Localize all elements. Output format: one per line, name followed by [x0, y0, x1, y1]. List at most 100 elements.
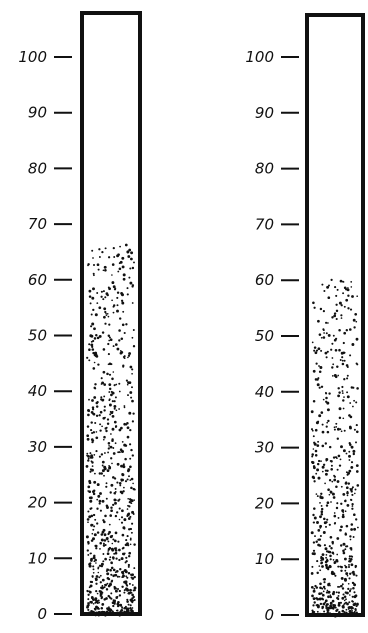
- particle-dot: [111, 462, 113, 465]
- particle-dot: [86, 425, 90, 428]
- particle-dot: [107, 256, 111, 259]
- particle-dot: [310, 531, 314, 535]
- particle-dot: [97, 495, 100, 498]
- particle-dot: [338, 416, 342, 420]
- particle-dot: [112, 447, 115, 449]
- particle-dot: [129, 479, 132, 481]
- particle-dot: [328, 565, 332, 569]
- particle-dot: [128, 475, 130, 478]
- particle-dot: [111, 263, 115, 266]
- particle-dot: [311, 594, 314, 598]
- particle-dot: [131, 522, 134, 525]
- particle-dot: [348, 425, 352, 429]
- particle-dot: [345, 364, 349, 367]
- particle-dot: [97, 268, 100, 271]
- particle-dot: [325, 556, 328, 559]
- particle-dot: [96, 606, 100, 610]
- particle-dot: [99, 429, 102, 432]
- particle-dot: [326, 558, 329, 561]
- particle-dot: [129, 391, 133, 394]
- particle-dot: [115, 557, 118, 560]
- particle-dot: [349, 572, 352, 575]
- particle-dot: [96, 498, 99, 501]
- particle-dot: [313, 507, 316, 510]
- scale-label-70: 70: [255, 215, 274, 233]
- particle-dot: [108, 606, 110, 608]
- particle-dot: [346, 504, 350, 507]
- particle-dot: [107, 334, 111, 337]
- particle-dot: [115, 409, 118, 412]
- scale-label-30: 30: [255, 439, 274, 457]
- particle-dot: [328, 479, 332, 482]
- particle-dot: [104, 416, 106, 419]
- particle-dot: [340, 576, 344, 580]
- particle-dot: [317, 319, 320, 323]
- particle-dot: [92, 308, 95, 312]
- particle-dot: [321, 423, 324, 426]
- particle-dot: [120, 516, 124, 519]
- particle-dot: [123, 422, 127, 426]
- particle-dot: [314, 428, 318, 432]
- particle-dot: [120, 351, 124, 354]
- particle-dot: [129, 267, 132, 270]
- particle-dot: [119, 245, 121, 248]
- scale-label-30: 30: [28, 438, 47, 456]
- particle-dot: [133, 589, 136, 592]
- particle-dot: [98, 472, 102, 475]
- particle-dot: [321, 470, 324, 473]
- particle-dot: [108, 323, 111, 326]
- particle-dot: [117, 540, 120, 543]
- particle-dot: [350, 588, 352, 590]
- particle-dot: [334, 286, 337, 289]
- particle-dot: [338, 301, 342, 305]
- particle-dot: [131, 302, 134, 304]
- particle-dot: [116, 575, 119, 578]
- particle-dot: [105, 504, 109, 508]
- particle-dot: [118, 267, 122, 271]
- particle-dot: [95, 575, 99, 578]
- scale-label-80: 80: [28, 159, 47, 177]
- right-tube-scale: 0 10 20 30 40 50 60 70 80 90 100: [245, 48, 299, 624]
- particle-dot: [89, 499, 93, 503]
- particle-dot: [327, 296, 331, 300]
- particle-dot: [333, 428, 336, 431]
- particle-dot: [352, 386, 355, 389]
- particle-dot: [332, 605, 336, 609]
- particle-dot: [333, 338, 337, 342]
- particle-dot: [326, 285, 330, 289]
- particle-dot: [118, 604, 120, 606]
- particle-dot: [352, 573, 356, 576]
- particle-dot: [319, 569, 322, 572]
- particle-dot: [325, 559, 329, 563]
- particle-dot: [344, 532, 347, 535]
- particle-dot: [338, 391, 341, 394]
- particle-dot: [111, 562, 113, 565]
- particle-dot: [86, 454, 88, 457]
- particle-dot: [312, 513, 315, 517]
- particle-dot: [337, 585, 340, 588]
- particle-dot: [326, 421, 329, 424]
- particle-dot: [92, 565, 95, 568]
- particle-dot: [325, 550, 329, 553]
- particle-dot: [340, 569, 343, 572]
- particle-dot: [121, 552, 125, 556]
- particle-dot: [121, 606, 124, 609]
- particle-dot: [312, 552, 316, 556]
- particle-dot: [329, 558, 332, 561]
- particle-dot: [121, 265, 125, 269]
- particle-dot: [114, 492, 116, 495]
- particle-dot: [88, 496, 92, 500]
- particle-dot: [89, 552, 92, 555]
- particle-dot: [110, 457, 113, 460]
- particle-dot: [110, 363, 113, 366]
- particle-dot: [87, 540, 90, 544]
- particle-dot: [333, 512, 336, 514]
- particle-dot: [336, 427, 340, 431]
- particle-dot: [88, 590, 91, 593]
- particle-dot: [127, 255, 131, 258]
- particle-dot: [125, 539, 128, 542]
- particle-dot: [336, 502, 339, 505]
- particle-dot: [326, 430, 330, 434]
- particle-dot: [123, 406, 126, 409]
